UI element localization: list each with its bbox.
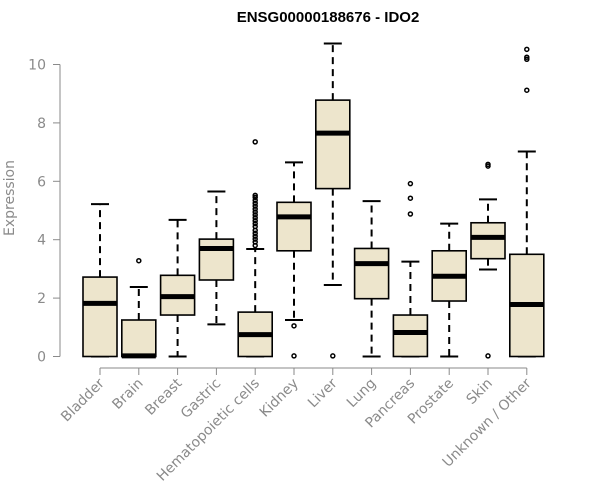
box: [276, 201, 312, 252]
y-axis-label: Expression: [2, 160, 18, 236]
box: [353, 247, 390, 300]
box: [82, 276, 118, 358]
plot-area: [82, 42, 545, 359]
outlier-point: [524, 54, 530, 60]
outlier-point: [136, 257, 142, 264]
y-tick-label: 2: [37, 291, 46, 307]
box-group: [121, 257, 157, 359]
box: [470, 221, 506, 260]
x-tick-label: Brain: [109, 376, 146, 413]
outlier-point: [252, 197, 258, 204]
outlier-point: [252, 220, 258, 227]
y-tick-label: 0: [37, 350, 46, 366]
box-group: [237, 139, 273, 358]
outlier-point: [330, 353, 336, 359]
outlier-point: [407, 211, 414, 217]
box-group: [470, 161, 506, 359]
outlier-point: [252, 223, 258, 230]
box-group: [159, 218, 196, 358]
outlier-point: [524, 56, 530, 62]
outlier-point: [252, 194, 258, 201]
box: [314, 99, 351, 190]
box-group: [314, 42, 351, 359]
outlier-point: [252, 212, 258, 218]
y-axis: 0 2 4 6 8 10: [28, 58, 61, 366]
outlier-point: [252, 217, 258, 224]
outlier-point: [524, 87, 530, 93]
outlier-point: [252, 236, 258, 242]
box-group: [198, 190, 235, 326]
y-tick-label: 6: [37, 174, 46, 190]
box: [121, 319, 157, 358]
outlier-point: [407, 195, 414, 201]
outlier-point: [291, 323, 297, 329]
x-tick-label: Liver: [305, 375, 341, 411]
x-tick-label: Kidney: [257, 376, 302, 421]
x-tick-label: Skin: [463, 376, 495, 408]
chart-title: ENSG00000188676 - IDO2: [237, 9, 420, 26]
outlier-point: [252, 139, 258, 145]
y-tick-label: 4: [37, 233, 46, 249]
outlier-point: [485, 353, 491, 359]
x-tick-label: Lung: [344, 376, 379, 411]
box-group: [431, 222, 468, 358]
outlier-point: [407, 180, 414, 187]
box-group: [82, 203, 118, 358]
outlier-point: [252, 200, 258, 206]
outlier-point: [252, 203, 258, 209]
box-group: [392, 180, 429, 358]
y-tick-label: 10: [28, 58, 46, 74]
box-group: [276, 161, 312, 359]
outlier-point: [252, 209, 258, 215]
outlier-point: [485, 161, 491, 168]
outlier-point: [252, 215, 258, 221]
outlier-point: [252, 230, 258, 237]
y-tick-label: 8: [37, 116, 46, 132]
outlier-point: [291, 353, 297, 359]
x-tick-label: Bladder: [58, 375, 108, 425]
box: [198, 238, 235, 281]
outlier-point: [252, 239, 258, 245]
outlier-point: [524, 46, 530, 53]
box-group: [353, 200, 390, 358]
box-group: [508, 46, 545, 358]
outlier-point: [252, 233, 258, 239]
outlier-point: [252, 206, 258, 212]
box: [392, 314, 429, 358]
outlier-point: [252, 192, 258, 199]
